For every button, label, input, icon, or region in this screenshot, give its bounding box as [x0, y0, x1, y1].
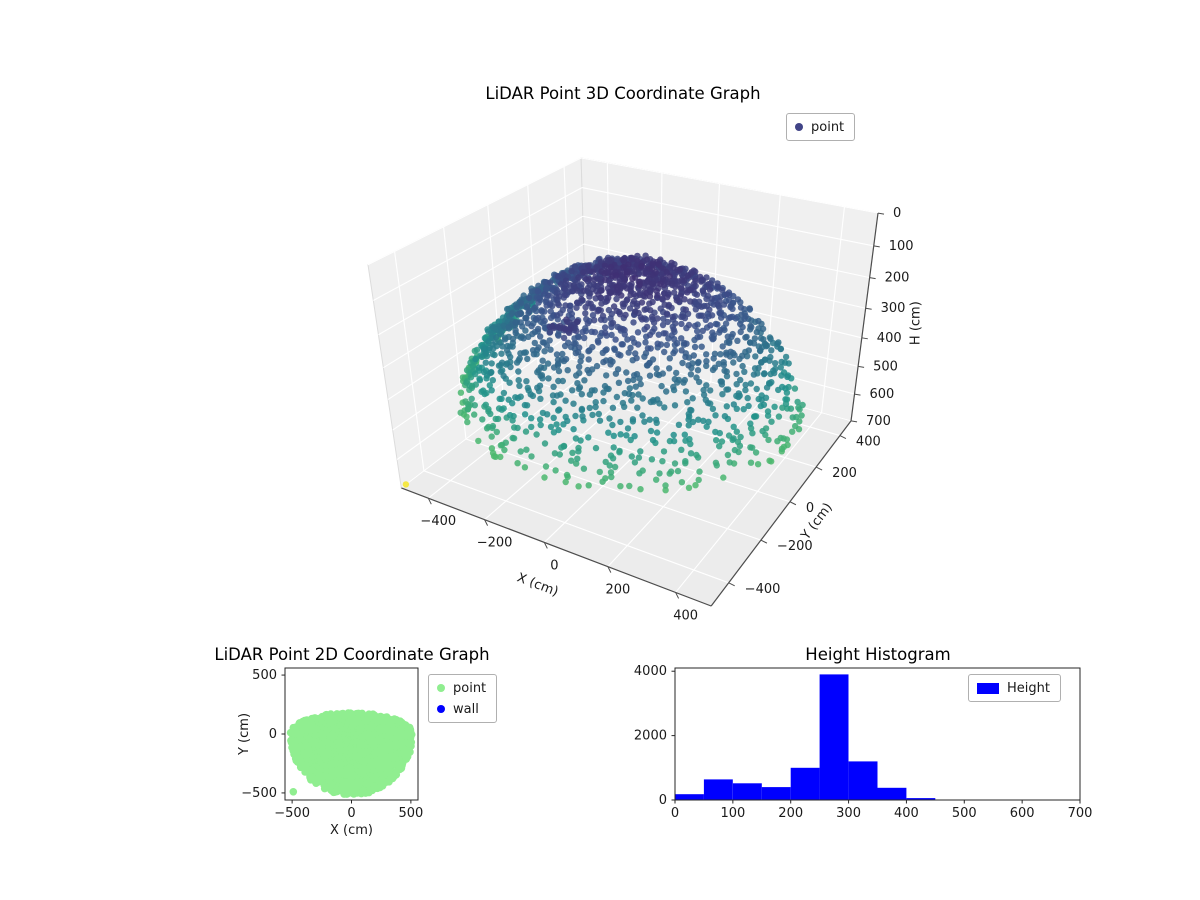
tick-label: 500 [952, 806, 977, 821]
legend-item-label: point [811, 119, 845, 135]
legend-item-label: Height [1007, 680, 1050, 696]
tick-label: 600 [1010, 806, 1035, 821]
plot2d-axis-labels: X (cm) Y (cm) [237, 713, 373, 838]
plot2d-tick-labels: −500 0 500 500 0 −500 [241, 668, 423, 821]
legend-item-wall: wall [437, 700, 486, 718]
tick-label: −500 [274, 806, 310, 821]
tick-label: 400 [856, 435, 881, 450]
plot3d-point-cloud [402, 252, 806, 494]
tick-label: −200 [777, 539, 813, 554]
tick-label: 200 [778, 806, 803, 821]
plot3d-ylabel: Y (cm) [798, 500, 836, 543]
plot3d-xlabel: X (cm) [515, 570, 561, 599]
tick-label: 400 [894, 806, 919, 821]
legend-item-point: point [795, 118, 844, 136]
tick-label: −500 [241, 786, 277, 801]
plot3d-zlabel: H (cm) [909, 301, 924, 345]
scatter-marker-icon [795, 123, 803, 131]
wall-marker-icon [437, 705, 445, 713]
tick-label: 4000 [634, 664, 667, 679]
tick-label: 200 [605, 583, 630, 598]
hist-bars [675, 674, 936, 800]
hist-bar [819, 674, 849, 800]
tick-label: 0 [550, 558, 558, 573]
tick-label: 700 [1068, 806, 1093, 821]
hist-frame [674, 667, 1081, 801]
legend-item-label: point [453, 680, 487, 696]
tick-label: −200 [477, 536, 513, 551]
tick-label: 200 [885, 271, 910, 286]
tick-label: 0 [806, 501, 814, 516]
hist-tick-marks [671, 670, 1081, 804]
plot3d-axis-lines [401, 213, 879, 607]
hist-title: Height Histogram [805, 645, 951, 664]
plot3d-tick-marks [427, 212, 885, 599]
legend-item-height: Height [977, 679, 1050, 697]
tick-label: 100 [720, 806, 745, 821]
plot2d-legend: point wall [428, 674, 498, 723]
plot2d-title: LiDAR Point 2D Coordinate Graph [214, 645, 490, 664]
tick-label: 600 [870, 387, 895, 402]
hist-bar [732, 783, 762, 800]
height-patch-icon [977, 682, 999, 694]
hist-bar [877, 787, 907, 800]
tick-label: 700 [866, 414, 891, 429]
tick-label: 0 [671, 806, 679, 821]
plot3d-axes [367, 157, 885, 607]
hist-legend: Height [968, 674, 1061, 702]
hist-bar [675, 794, 704, 800]
tick-label: 2000 [634, 729, 667, 744]
hist-bar [848, 761, 878, 800]
tick-label: 400 [673, 608, 698, 623]
plot2d-xlabel: X (cm) [330, 823, 373, 838]
tick-label: 300 [836, 806, 861, 821]
hist-bar [906, 798, 936, 800]
tick-label: −400 [745, 582, 781, 597]
legend-item-label: wall [453, 701, 479, 717]
plot2d-tick-marks [281, 674, 412, 804]
tick-label: 200 [832, 466, 857, 481]
tick-label: 0 [347, 806, 355, 821]
plot3d-legend: point [786, 113, 856, 141]
point-marker-icon [437, 684, 445, 692]
hist-bar [703, 779, 733, 800]
tick-label: 400 [877, 331, 902, 346]
tick-label: 0 [893, 206, 901, 221]
tick-label: −400 [420, 514, 456, 529]
hist-bar [790, 767, 820, 800]
hist-bar [761, 787, 791, 800]
tick-label: 0 [269, 727, 277, 742]
plot2d-point-cloud [286, 709, 416, 798]
tick-label: 500 [398, 806, 423, 821]
tick-label: 100 [889, 239, 914, 254]
tick-label: 0 [659, 793, 667, 808]
plot2d-ylabel: Y (cm) [237, 713, 252, 756]
hist-tick-labels: 0 100 200 300 400 500 600 700 0 2000 4000 [634, 664, 1093, 821]
legend-item-point: point [437, 679, 486, 697]
tick-label: 500 [252, 668, 277, 683]
plot3d-title: LiDAR Point 3D Coordinate Graph [485, 84, 761, 103]
tick-label: 500 [873, 359, 898, 374]
tick-label: 300 [881, 301, 906, 316]
plot3d-tick-labels: −400 −200 0 200 400 −400 −200 0 200 400 0 100 200 300… [420, 206, 913, 623]
